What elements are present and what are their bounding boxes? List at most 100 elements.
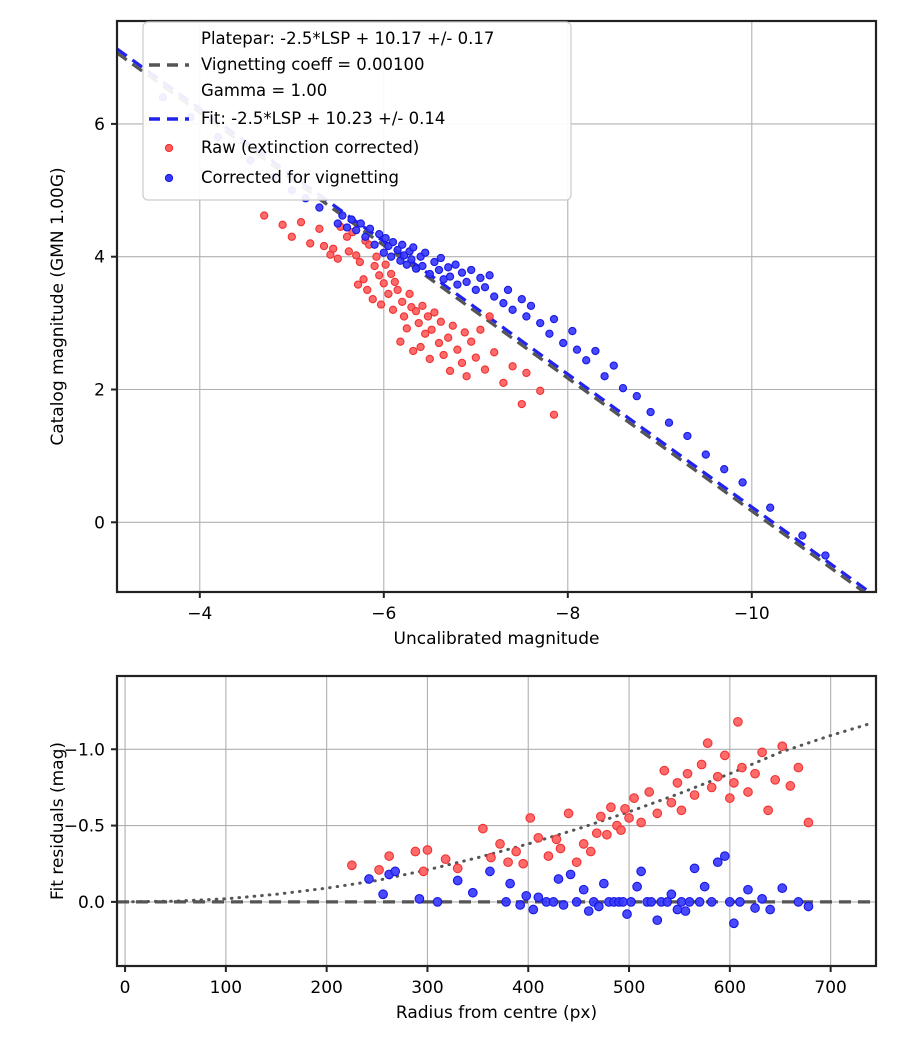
data-point xyxy=(388,305,398,314)
data-point xyxy=(712,857,723,868)
ytick-label: 6 xyxy=(94,115,105,135)
data-point xyxy=(765,904,776,915)
legend-entry[interactable]: Fit: -2.5*LSP + 10.23 +/- 0.14 xyxy=(149,109,445,128)
data-point xyxy=(490,348,499,357)
data-point xyxy=(296,218,306,227)
data-point xyxy=(476,273,485,283)
data-point xyxy=(384,289,393,299)
data-point xyxy=(689,863,700,874)
yaxis-title: Fit residuals (mag) xyxy=(48,742,68,900)
data-point xyxy=(398,297,407,306)
xtick-label: 200 xyxy=(310,978,342,998)
data-point xyxy=(555,843,566,854)
data-point xyxy=(724,897,735,907)
data-point xyxy=(430,257,439,267)
data-point xyxy=(402,260,411,269)
data-point xyxy=(793,762,804,773)
data-point xyxy=(549,314,559,324)
legend-box xyxy=(142,21,572,201)
data-point xyxy=(422,845,433,855)
data-point xyxy=(517,295,526,304)
data-point xyxy=(521,890,532,901)
data-point xyxy=(503,857,513,868)
data-point xyxy=(379,279,388,288)
data-point xyxy=(750,903,760,913)
data-point xyxy=(536,386,545,395)
data-point xyxy=(699,881,710,892)
data-point xyxy=(460,328,469,337)
ytick-label: −1.0 xyxy=(64,740,105,760)
data-point xyxy=(777,741,788,752)
legend-label: Platepar: -2.5*LSP + 10.17 +/- 0.17 xyxy=(201,29,494,48)
data-point xyxy=(361,232,370,241)
data-point xyxy=(485,866,495,877)
data-point xyxy=(666,797,677,808)
data-point xyxy=(457,358,467,368)
data-point xyxy=(624,813,634,823)
data-point xyxy=(568,326,577,336)
data-point xyxy=(719,750,730,761)
legend-entry[interactable]: Gamma = 1.00 xyxy=(201,81,327,100)
data-point xyxy=(444,263,453,272)
data-point xyxy=(652,808,663,819)
data-point xyxy=(467,265,476,275)
data-point xyxy=(287,232,296,241)
legend-label: Vignetting coeff = 0.00100 xyxy=(201,55,425,74)
legend-entry[interactable]: Corrected for vignetting xyxy=(164,168,399,187)
data-point xyxy=(729,777,739,788)
data-point xyxy=(378,889,388,900)
yaxis-title: Catalog magnitude (GMN 1.00G) xyxy=(48,167,68,445)
data-point xyxy=(505,878,515,889)
legend-entry[interactable]: Raw (extinction corrected) xyxy=(164,138,419,157)
data-point xyxy=(445,366,455,376)
data-point xyxy=(793,897,804,907)
xtick-label: −10 xyxy=(734,604,770,624)
data-point xyxy=(803,817,814,828)
legend-entry[interactable]: Platepar: -2.5*LSP + 10.17 +/- 0.17 xyxy=(201,29,494,48)
data-point xyxy=(585,846,596,857)
axes-frame-top xyxy=(115,19,878,594)
data-point xyxy=(425,354,434,364)
ytick-label: 4 xyxy=(94,248,105,268)
data-point xyxy=(757,747,767,758)
data-point xyxy=(737,762,747,773)
data-point xyxy=(476,325,485,334)
data-point xyxy=(425,269,434,279)
legend: Platepar: -2.5*LSP + 10.17 +/- 0.17 Vigne… xyxy=(142,21,572,201)
xtick-label: 100 xyxy=(210,978,242,998)
data-point xyxy=(559,338,568,348)
xtick-label: 400 xyxy=(512,978,544,998)
data-point xyxy=(803,901,814,912)
data-point xyxy=(467,887,478,898)
data-point xyxy=(821,551,830,560)
data-point xyxy=(342,223,352,232)
data-point xyxy=(347,215,356,224)
data-point xyxy=(515,900,526,910)
xaxis-title: Uncalibrated magnitude xyxy=(394,629,600,649)
data-point xyxy=(329,244,338,253)
data-point xyxy=(706,897,717,907)
data-point xyxy=(409,243,418,252)
data-point xyxy=(593,901,604,912)
xtick-label: 300 xyxy=(411,978,443,998)
data-point xyxy=(525,813,536,823)
data-point xyxy=(364,874,374,884)
data-point xyxy=(368,295,377,304)
data-point xyxy=(724,793,735,803)
data-point xyxy=(439,350,448,360)
data-point xyxy=(571,897,582,907)
data-point xyxy=(536,318,545,328)
data-point xyxy=(333,254,342,263)
data-point xyxy=(407,255,416,264)
data-point xyxy=(356,219,365,228)
plot-background-bottom xyxy=(117,676,876,966)
data-point xyxy=(409,346,418,356)
data-point xyxy=(375,271,384,280)
legend-entry[interactable]: Vignetting coeff = 0.00100 xyxy=(149,55,425,74)
data-point xyxy=(508,362,517,371)
data-point xyxy=(381,233,390,243)
data-point xyxy=(757,893,767,904)
data-point xyxy=(423,312,433,321)
data-point xyxy=(374,864,384,875)
data-point xyxy=(436,253,445,263)
